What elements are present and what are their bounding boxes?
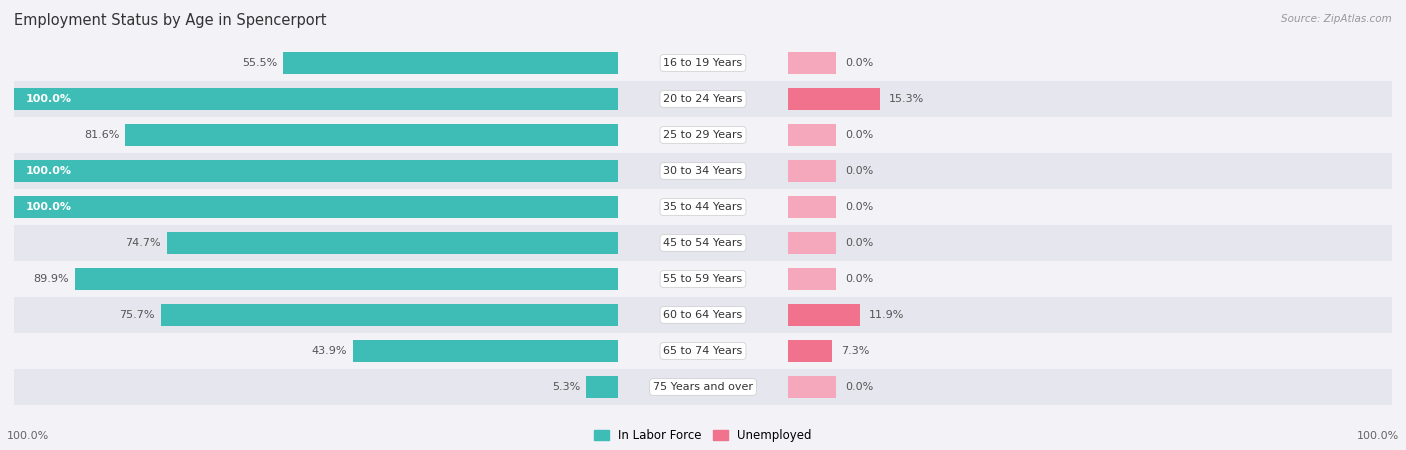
- Bar: [14, 45, 1392, 81]
- Bar: [14, 225, 1392, 261]
- Text: 45 to 54 Years: 45 to 54 Years: [664, 238, 742, 248]
- Text: 55 to 59 Years: 55 to 59 Years: [664, 274, 742, 284]
- Text: 30 to 34 Years: 30 to 34 Years: [664, 166, 742, 176]
- Bar: [787, 268, 837, 290]
- Text: 0.0%: 0.0%: [845, 130, 873, 140]
- Bar: [353, 340, 619, 362]
- Bar: [167, 232, 619, 254]
- Bar: [125, 124, 619, 146]
- Bar: [787, 304, 859, 326]
- Text: 100.0%: 100.0%: [7, 431, 49, 441]
- Text: 7.3%: 7.3%: [841, 346, 869, 356]
- Text: 15.3%: 15.3%: [889, 94, 924, 104]
- Text: 100.0%: 100.0%: [27, 202, 72, 212]
- Bar: [14, 333, 1392, 369]
- Legend: In Labor Force, Unemployed: In Labor Force, Unemployed: [595, 429, 811, 442]
- Text: 100.0%: 100.0%: [27, 166, 72, 176]
- Text: 60 to 64 Years: 60 to 64 Years: [664, 310, 742, 320]
- Bar: [160, 304, 619, 326]
- Bar: [14, 369, 1392, 405]
- Text: 16 to 19 Years: 16 to 19 Years: [664, 58, 742, 68]
- Bar: [787, 340, 832, 362]
- Bar: [787, 376, 837, 398]
- Bar: [787, 124, 837, 146]
- Bar: [283, 52, 619, 74]
- Text: 25 to 29 Years: 25 to 29 Years: [664, 130, 742, 140]
- Bar: [787, 52, 837, 74]
- Bar: [14, 81, 1392, 117]
- Text: 55.5%: 55.5%: [242, 58, 277, 68]
- Text: 65 to 74 Years: 65 to 74 Years: [664, 346, 742, 356]
- Text: 100.0%: 100.0%: [27, 94, 72, 104]
- Text: 43.9%: 43.9%: [312, 346, 347, 356]
- Text: 0.0%: 0.0%: [845, 202, 873, 212]
- Bar: [14, 88, 619, 110]
- Text: 0.0%: 0.0%: [845, 238, 873, 248]
- Text: 11.9%: 11.9%: [869, 310, 904, 320]
- Bar: [586, 376, 619, 398]
- Bar: [14, 189, 1392, 225]
- Text: 89.9%: 89.9%: [34, 274, 69, 284]
- Bar: [787, 160, 837, 182]
- Text: 5.3%: 5.3%: [553, 382, 581, 392]
- Text: 100.0%: 100.0%: [1357, 431, 1399, 441]
- Text: Source: ZipAtlas.com: Source: ZipAtlas.com: [1281, 14, 1392, 23]
- Bar: [14, 297, 1392, 333]
- Bar: [75, 268, 619, 290]
- Text: 20 to 24 Years: 20 to 24 Years: [664, 94, 742, 104]
- Text: 0.0%: 0.0%: [845, 382, 873, 392]
- Bar: [14, 117, 1392, 153]
- Bar: [14, 160, 619, 182]
- Text: 0.0%: 0.0%: [845, 274, 873, 284]
- Text: 74.7%: 74.7%: [125, 238, 160, 248]
- Text: Employment Status by Age in Spencerport: Employment Status by Age in Spencerport: [14, 14, 326, 28]
- Bar: [787, 88, 880, 110]
- Bar: [14, 261, 1392, 297]
- Bar: [14, 196, 619, 218]
- Bar: [787, 196, 837, 218]
- Text: 81.6%: 81.6%: [84, 130, 120, 140]
- Bar: [14, 153, 1392, 189]
- Text: 0.0%: 0.0%: [845, 166, 873, 176]
- Bar: [787, 232, 837, 254]
- Text: 75 Years and over: 75 Years and over: [652, 382, 754, 392]
- Text: 75.7%: 75.7%: [120, 310, 155, 320]
- Text: 35 to 44 Years: 35 to 44 Years: [664, 202, 742, 212]
- Text: 0.0%: 0.0%: [845, 58, 873, 68]
